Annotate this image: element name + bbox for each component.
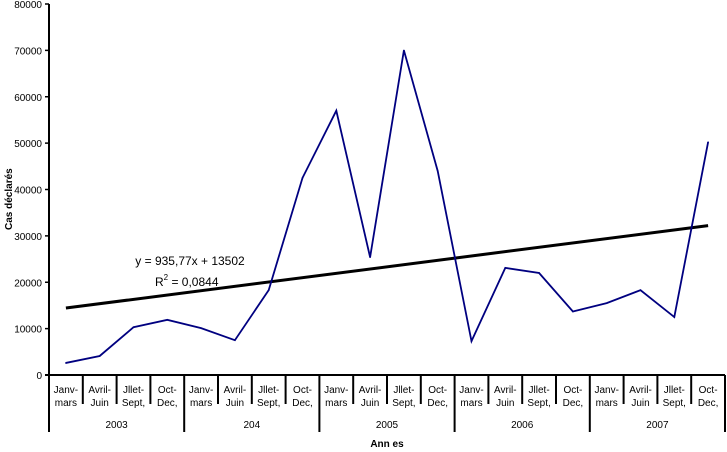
- x-tick-label: Janv-: [594, 385, 618, 396]
- x-tick-label: Janv-: [324, 385, 348, 396]
- x-tick-label: Avril-: [494, 385, 517, 396]
- data-point: [572, 310, 574, 313]
- x-tick-label: mars: [325, 398, 347, 409]
- x-tick-label: Juin: [226, 398, 244, 409]
- x-tick-label: Oct-: [699, 385, 718, 396]
- data-point: [98, 355, 101, 357]
- x-tick-label: Sept,: [663, 398, 686, 409]
- x-tick-label: Dec,: [698, 398, 719, 409]
- x-tick-label: Sept,: [527, 398, 550, 409]
- trendline-r2: R2 = 0,0844: [155, 273, 219, 289]
- group-label: 2005: [376, 420, 399, 431]
- series-line: [65, 50, 709, 364]
- x-tick-label: Oct-: [428, 385, 447, 396]
- x-tick-label: Dec,: [563, 398, 584, 409]
- data-point: [200, 327, 202, 329]
- x-tick-label: Juin: [361, 398, 379, 409]
- y-tick-label: 20000: [14, 278, 42, 289]
- x-tick-label: Oct-: [158, 385, 177, 396]
- y-tick-label: 10000: [14, 325, 42, 336]
- group-label: 2003: [105, 420, 128, 431]
- x-tick-label: Avril-: [359, 385, 382, 396]
- x-tick-label: Jllet-: [393, 385, 414, 396]
- y-tick-label: 0: [36, 371, 42, 382]
- data-point: [403, 49, 405, 52]
- x-tick-label: Jllet-: [664, 385, 685, 396]
- x-tick-label: Janv-: [189, 385, 213, 396]
- data-point: [335, 109, 338, 112]
- x-tick-label: Jllet-: [123, 385, 144, 396]
- x-tick-label: Dec,: [157, 398, 178, 409]
- data-point: [234, 339, 236, 342]
- group-label: 2007: [646, 420, 669, 431]
- x-tick-label: Oct-: [293, 385, 312, 396]
- x-tick-label: Avril-: [224, 385, 247, 396]
- x-tick-label: Janv-: [54, 385, 78, 396]
- x-tick-label: Avril-: [88, 385, 111, 396]
- x-tick-label: mars: [55, 398, 77, 409]
- y-tick-label: 40000: [14, 186, 42, 197]
- x-tick-label: Jllet-: [529, 385, 550, 396]
- x-tick-label: Dec,: [292, 398, 313, 409]
- data-point: [267, 289, 270, 291]
- data-point: [369, 256, 371, 259]
- x-tick-label: Avril-: [629, 385, 652, 396]
- y-tick-label: 50000: [14, 139, 42, 150]
- data-point: [301, 177, 304, 179]
- x-tick-label: Sept,: [257, 398, 280, 409]
- x-tick-label: Sept,: [392, 398, 415, 409]
- data-point: [65, 362, 67, 364]
- data-point: [132, 326, 135, 329]
- x-tick-label: Juin: [631, 398, 649, 409]
- data-point: [673, 316, 676, 318]
- group-label: 204: [243, 420, 260, 431]
- x-tick-label: Janv-: [459, 385, 483, 396]
- data-point: [470, 340, 473, 342]
- x-tick-label: Juin: [496, 398, 514, 409]
- y-tick-label: 80000: [14, 0, 42, 11]
- x-tick-label: Dec,: [427, 398, 448, 409]
- x-tick-label: Oct-: [563, 385, 582, 396]
- group-label: 2006: [511, 420, 534, 431]
- x-axis-label: Ann es: [370, 439, 404, 450]
- trendline-equation: y = 935,77x + 13502: [135, 254, 245, 268]
- data-point: [707, 141, 709, 143]
- data-point: [504, 267, 507, 269]
- data-point: [436, 170, 439, 172]
- x-tick-label: Jllet-: [258, 385, 279, 396]
- x-tick-label: mars: [596, 398, 618, 409]
- y-tick-label: 30000: [14, 232, 42, 243]
- trendline: [65, 224, 709, 310]
- x-tick-label: mars: [460, 398, 482, 409]
- y-axis-label: Cas déclarés: [4, 168, 15, 230]
- data-point: [166, 319, 169, 321]
- data-point: [538, 272, 540, 274]
- x-tick-label: Juin: [91, 398, 109, 409]
- data-point: [605, 302, 608, 304]
- y-tick-label: 60000: [14, 93, 42, 104]
- data-point: [639, 289, 642, 291]
- x-tick-label: Sept,: [122, 398, 145, 409]
- y-tick-label: 70000: [14, 46, 42, 57]
- x-tick-label: mars: [190, 398, 212, 409]
